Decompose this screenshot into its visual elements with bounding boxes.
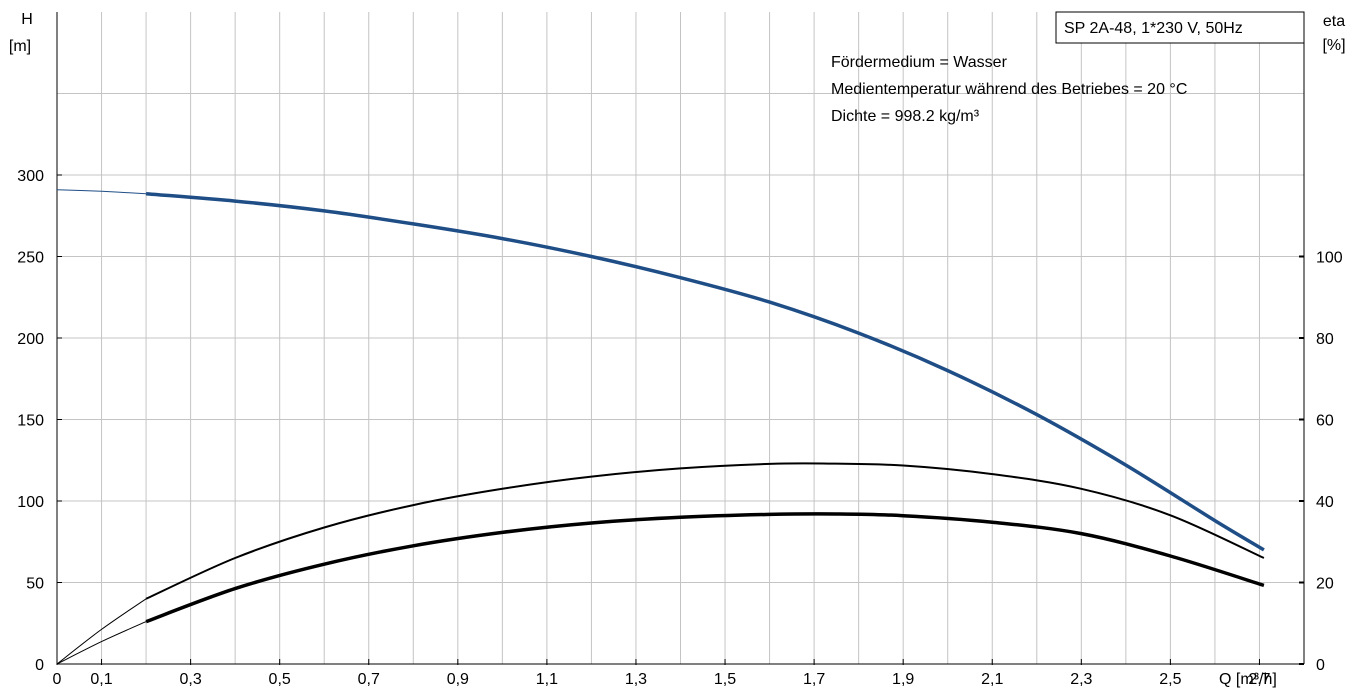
efficiency-curve-upper-extension [56,598,147,665]
y-left-tick-label: 0 [35,657,44,674]
x-tick-label: 1,9 [892,671,914,688]
x-tick-label: 2,5 [1159,671,1181,688]
x-tick-label: 0,7 [358,671,380,688]
y-left-tick-label: 200 [17,331,44,348]
x-tick-label: 1,5 [714,671,736,688]
y-right-tick-label: 100 [1316,250,1343,267]
x-tick-label: 0,9 [447,671,469,688]
y-right-tick-label: 0 [1316,657,1325,674]
y-left-tick-label: 50 [26,576,44,593]
annotation-density: Dichte = 998.2 kg/m³ [831,108,980,125]
head-curve-extension [56,189,147,195]
efficiency-curve-lower-extension [56,621,147,665]
x-tick-label: 1,3 [625,671,647,688]
head-curve [145,191,1265,552]
y-right-label-line2: [%] [1322,37,1345,54]
y-left-label-line1: H [21,11,33,28]
y-right-tick-label: 20 [1316,576,1334,593]
y-right-tick-label: 40 [1316,494,1334,511]
chart-title: SP 2A-48, 1*230 V, 50Hz [1064,20,1243,37]
y-right-label-line1: eta [1323,13,1345,30]
x-tick-label: 1,1 [536,671,558,688]
x-tick-label: 0,5 [269,671,291,688]
efficiency-curve-lower [145,512,1265,624]
x-tick-label: 2,3 [1070,671,1092,688]
grid [57,12,1304,664]
title-box [1055,11,1305,44]
annotation-temperature: Medientemperatur während des Betriebes =… [831,81,1187,98]
ticks: 0 0,1 0,3 0,5 0,7 0,9 1,1 1,3 1,5 1,7 1,9 2,1 2,3 2,5… [17,168,1343,688]
curves [56,189,1265,665]
x-tick-label: 2,1 [981,671,1003,688]
x-tick-label: 0 [53,671,62,688]
y-left-tick-label: 300 [17,168,44,185]
x-tick-label: 0,1 [90,671,112,688]
y-right-tick-label: 60 [1316,413,1334,430]
y-left-tick-label: 150 [17,413,44,430]
x-tick-label: 1,7 [803,671,825,688]
x-tick-label: 2,7 [1248,671,1270,688]
y-left-label-line2: [m] [9,38,31,55]
annotation-medium: Fördermedium = Wasser [831,54,1008,71]
x-axis-label: Q [m³/h] [1219,671,1277,688]
y-right-tick-label: 80 [1316,331,1334,348]
x-tick-label: 0,3 [179,671,201,688]
y-left-tick-label: 250 [17,250,44,267]
efficiency-curve-upper [145,462,1265,600]
y-left-tick-label: 100 [17,494,44,511]
